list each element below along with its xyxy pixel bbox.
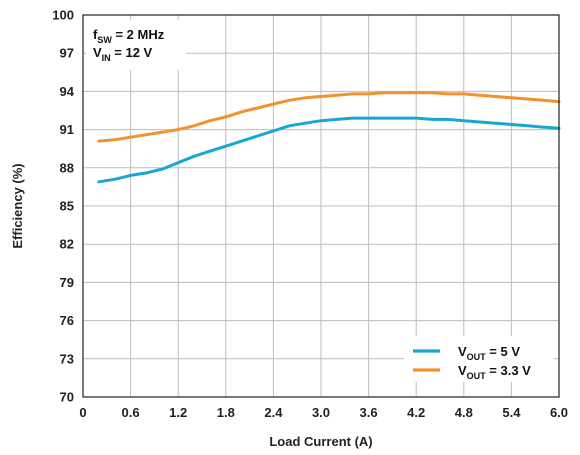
- legend-3v3-rest: = 3.3 V: [486, 363, 531, 378]
- y-tick-label: 73: [60, 351, 74, 366]
- fsw-annotation: fSW = 2 MHz: [93, 27, 165, 45]
- x-tick-label: 0.6: [122, 405, 140, 420]
- x-tick-label: 4.8: [455, 405, 473, 420]
- y-tick-labels: 70 73 76 79 82 85 88 91 94 97 100: [52, 8, 74, 405]
- series-line-3v3: [97, 91, 561, 143]
- annotation-background: [86, 20, 186, 70]
- x-tick-label: 3.0: [312, 405, 330, 420]
- series-lines: [97, 91, 561, 184]
- vin-main: V: [93, 45, 102, 60]
- x-tick-label: 1.2: [169, 405, 187, 420]
- legend: VOUT = 5 V VOUT = 3.3 V: [404, 336, 554, 382]
- y-tick-label: 88: [60, 160, 74, 175]
- legend-3v3-main: V: [458, 363, 467, 378]
- y-tick-label: 97: [60, 46, 74, 61]
- fsw-main: f: [93, 27, 98, 42]
- x-tick-label: 0: [79, 405, 86, 420]
- x-tick-label: 3.6: [360, 405, 378, 420]
- x-tick-label: 5.4: [502, 405, 521, 420]
- legend-label-3v3: VOUT = 3.3 V: [458, 363, 531, 381]
- x-axis-title: Load Current (A): [269, 434, 372, 449]
- legend-background: [404, 336, 554, 382]
- legend-3v3-sub: OUT: [467, 371, 487, 381]
- legend-5v-sub: OUT: [467, 352, 487, 362]
- vin-rest: = 12 V: [111, 45, 153, 60]
- y-tick-label: 94: [60, 84, 75, 99]
- legend-label-5v: VOUT = 5 V: [458, 344, 520, 362]
- y-tick-label: 82: [60, 237, 74, 252]
- y-tick-label: 79: [60, 275, 74, 290]
- series-line-5v: [97, 116, 561, 184]
- x-tick-labels: 0 0.6 1.2 1.8 2.4 3.0 3.6 4.2 4.8 5.4 6.0: [79, 405, 568, 420]
- y-tick-label: 91: [60, 122, 74, 137]
- plot-frame: [82, 14, 560, 398]
- x-tick-label: 2.4: [264, 405, 283, 420]
- legend-5v-main: V: [458, 344, 467, 359]
- y-tick-label: 85: [60, 199, 74, 214]
- x-tick-label: 4.2: [407, 405, 425, 420]
- vin-annotation: VIN = 12 V: [93, 45, 153, 63]
- fsw-sub: SW: [97, 35, 112, 45]
- y-tick-label: 70: [60, 390, 74, 405]
- vin-sub: IN: [102, 53, 111, 63]
- legend-5v-rest: = 5 V: [486, 344, 521, 359]
- y-tick-label: 76: [60, 313, 74, 328]
- y-tick-label: 100: [52, 8, 74, 23]
- x-tick-label: 6.0: [550, 405, 568, 420]
- x-tick-label: 1.8: [217, 405, 235, 420]
- fsw-rest: = 2 MHz: [112, 27, 165, 42]
- y-axis-title: Efficiency (%): [10, 163, 25, 248]
